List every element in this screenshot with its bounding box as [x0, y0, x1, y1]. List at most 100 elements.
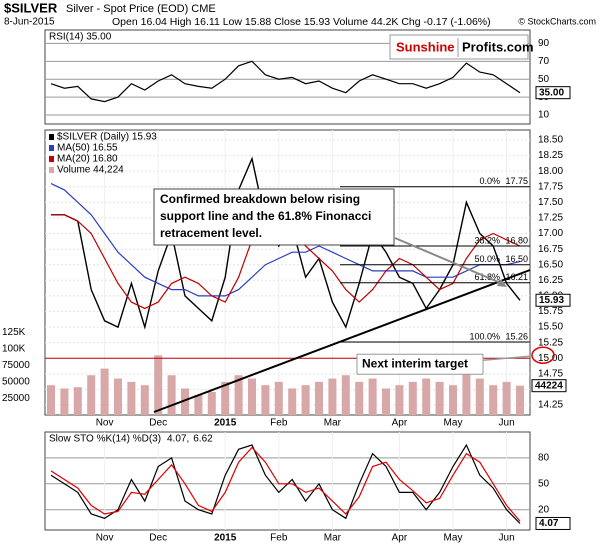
volume-bar [234, 375, 243, 415]
y-tick-label: 50 [538, 478, 550, 489]
y2-tick-label: 25000 [2, 393, 30, 404]
volume-bar [288, 388, 297, 415]
volume-bar [515, 385, 525, 415]
y2-tick-label: 125K [2, 327, 26, 338]
volume-bar [154, 355, 163, 415]
fib-label: 16.50 [505, 254, 528, 264]
fib-label: 17.75 [505, 176, 528, 186]
legend-swatch [49, 145, 54, 151]
legend-entry: 4.07, [167, 434, 189, 445]
annotation-line: support line and the 61.8% Finonacci [160, 209, 371, 223]
fib-name: 100.0% [469, 331, 500, 341]
fib-label: 16.80 [505, 235, 528, 245]
legend-swatch [49, 156, 54, 162]
volume-bar [448, 385, 458, 415]
y-tick-label: 18.00 [538, 166, 563, 177]
volume-bar [113, 378, 123, 415]
legend-entry: MA(20) 16.80 [57, 154, 118, 165]
x-tick-label: Feb [270, 533, 288, 544]
y-tick-label: 15.50 [538, 322, 563, 333]
volume-bar [355, 381, 364, 415]
volume-bar [87, 375, 96, 415]
fib-label: 16.21 [505, 272, 528, 282]
x-tick-label: Jun [499, 533, 515, 544]
last-value-tag [531, 379, 567, 393]
volume-bar [368, 378, 377, 415]
volume-bar [247, 378, 257, 415]
volume-bar [221, 381, 230, 415]
y-tick-label: 15.00 [538, 353, 563, 364]
annotation-line: retracement level. [160, 226, 262, 240]
price-panel [44, 129, 531, 416]
last-value-tag [535, 293, 571, 307]
volume-bar [341, 375, 350, 415]
rsi-panel [44, 29, 531, 125]
panel-title: RSI(14) 35.00 [49, 32, 112, 43]
logo-black: Profits.com [462, 39, 534, 54]
y-tick-label: 15.75 [538, 306, 563, 317]
fib-label: 15.26 [505, 331, 528, 341]
x-tick-label: May [444, 418, 463, 429]
x-tick-label: Apr [392, 418, 408, 429]
y-tick-label: 17.75 [538, 181, 563, 192]
volume-bar [261, 385, 270, 415]
quote: Open 16.04 High 16.11 Low 15.88 Close 15… [112, 16, 491, 28]
y-tick-label: 20 [538, 504, 550, 515]
volume-bar [314, 381, 324, 415]
last-value-tag [535, 86, 571, 100]
volume-bar [328, 378, 337, 415]
volume-bar [60, 388, 69, 415]
instrument: Silver - Spot Price (EOD) CME [66, 3, 216, 15]
date: 8-Jun-2015 [4, 17, 55, 28]
y-tick-label: 14.25 [538, 400, 563, 411]
x-tick-label: Dec [149, 533, 167, 544]
y-tick-label: 50 [538, 74, 550, 85]
legend-entry: $SILVER (Daily) 15.93 [57, 132, 157, 143]
y-tick-label: 18.25 [538, 150, 563, 161]
volume-bar [435, 381, 444, 415]
y-tick-label: 17.00 [538, 228, 563, 239]
last-value-label: 15.93 [539, 295, 564, 306]
x-tick-label: Feb [270, 418, 288, 429]
x-tick-label: Nov [96, 418, 114, 429]
legend-entry: 6.62 [193, 434, 213, 445]
volume-bar [167, 375, 176, 415]
breakdown-arrow [394, 237, 504, 285]
y2-tick-label: 75000 [2, 360, 30, 371]
y-tick-label: 15.25 [538, 337, 563, 348]
volume-bar [100, 368, 109, 415]
series-line [50, 446, 521, 522]
fib-name: 50.0% [474, 254, 500, 264]
volume-bar [381, 388, 391, 415]
x-tick-label: Jun [499, 418, 515, 429]
legend-entry: MA(50) 16.55 [57, 143, 118, 154]
volume-bar [408, 381, 417, 415]
x-tick-label: Mar [324, 418, 342, 429]
last-value-label: 35.00 [539, 87, 564, 98]
volume-bar [422, 378, 431, 415]
target-label: Next interim target [362, 356, 468, 370]
panel-title: Slow STO %K(14) %D(3) [49, 434, 161, 445]
series-line [50, 443, 521, 524]
x-tick-label: Apr [392, 533, 408, 544]
volume-bar [395, 385, 404, 415]
x-tick-label: May [444, 533, 463, 544]
volume-bar [301, 385, 310, 415]
y-tick-label: 16.25 [538, 275, 563, 286]
volume-bar [489, 385, 498, 415]
y-tick-label: 14.75 [538, 368, 563, 379]
stoch-panel [44, 431, 531, 531]
annotation-box [153, 188, 395, 246]
legend-swatch [49, 167, 54, 173]
symbol: $SILVER [4, 0, 58, 15]
y-tick-label: 70 [538, 56, 550, 67]
x-tick-label: Nov [96, 533, 114, 544]
y-tick-label: 10 [538, 110, 550, 121]
y-tick-label: 17.25 [538, 213, 563, 224]
arrow-head [497, 279, 507, 287]
logo-box [389, 34, 529, 60]
fib-name: 38.2% [474, 235, 500, 245]
x-tick-label: Mar [324, 533, 342, 544]
y-tick-label: 16.75 [538, 244, 563, 255]
